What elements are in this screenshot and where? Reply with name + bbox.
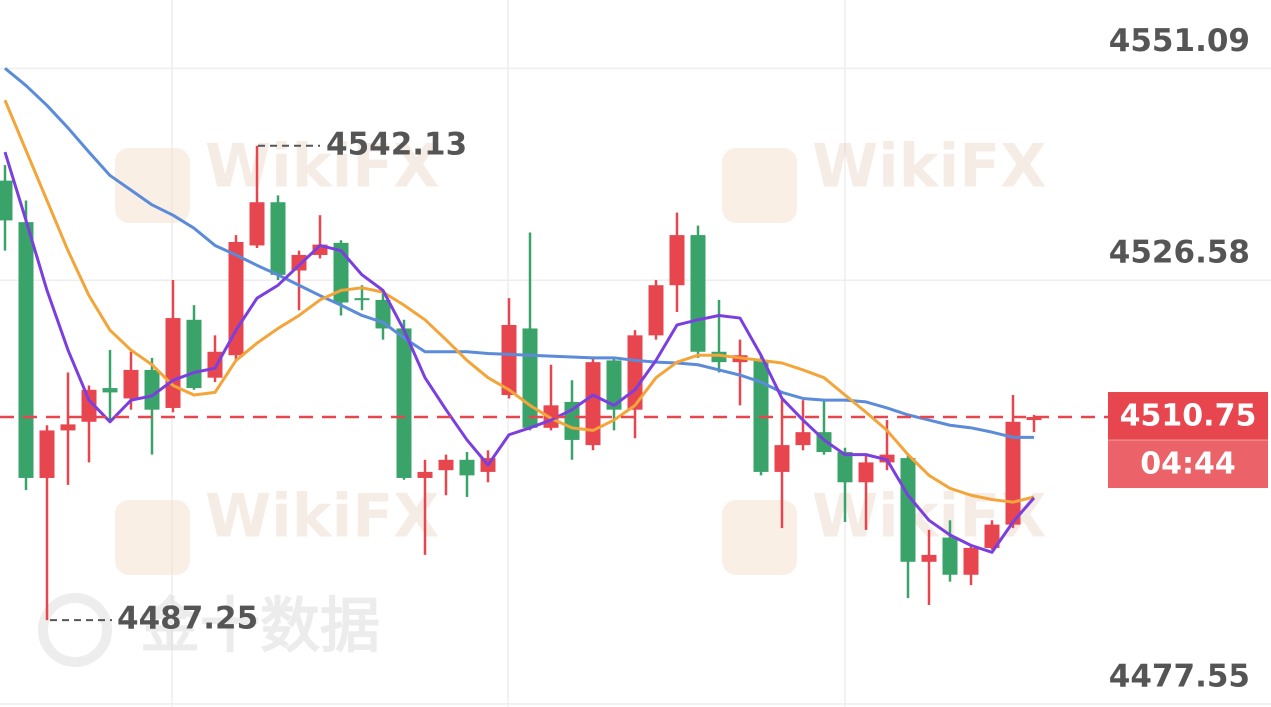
candle-body — [900, 458, 916, 562]
candle-body — [0, 180, 13, 221]
moving-average-line — [3, 99, 1035, 504]
candle-body — [207, 351, 223, 378]
low-label: 4487.25 — [117, 601, 258, 637]
high-label: 4542.13 — [326, 126, 467, 162]
watermark-group: WikiFX WikiFX WikiFX WikiFX 金十数据 — [38, 132, 1046, 667]
y-tick-label: 4526.58 — [1109, 235, 1250, 271]
candle-body — [354, 298, 370, 301]
candle-body — [165, 318, 181, 408]
candle-body — [39, 430, 55, 478]
candle-body — [249, 202, 265, 246]
watermark: WikiFX — [205, 482, 439, 552]
candle-body — [522, 328, 538, 428]
candle-body — [984, 524, 1000, 548]
candle-body — [144, 369, 160, 410]
candle-body — [438, 459, 454, 471]
candle-body — [795, 432, 811, 446]
candle-body — [858, 462, 874, 483]
candle-body — [711, 351, 727, 363]
y-tick-label: 4477.55 — [1109, 658, 1250, 694]
candle-body — [417, 471, 433, 478]
candle-body — [774, 445, 790, 472]
candle-body — [648, 285, 664, 336]
candle-body — [459, 459, 475, 476]
candle-body — [501, 324, 517, 395]
countdown-label: 04:44 — [1140, 447, 1236, 482]
moving-average-line — [4, 67, 1034, 439]
candle-body — [606, 360, 622, 410]
moving-average-line — [3, 151, 1036, 554]
candle-body — [333, 242, 349, 303]
candle-body — [690, 235, 706, 352]
candle-body — [585, 362, 601, 446]
candle-body — [81, 389, 97, 422]
candle-body — [312, 244, 328, 255]
watermark: WikiFX — [812, 132, 1046, 202]
watermark: WikiFX — [205, 132, 439, 202]
watermark-logo — [115, 500, 190, 575]
last-price-label: 4510.75 — [1120, 399, 1257, 434]
last-price-box — [1108, 392, 1268, 441]
candle-body — [270, 202, 286, 275]
watermark-logo — [38, 593, 112, 667]
candle-body — [102, 388, 118, 393]
candle-body — [942, 537, 958, 575]
candle-body — [291, 254, 307, 271]
candle-body — [1005, 421, 1021, 525]
countdown-box — [1108, 440, 1268, 489]
candle-body — [396, 328, 412, 478]
y-tick-label: 4551.09 — [1109, 23, 1250, 59]
candle-body — [60, 424, 76, 431]
candle-body — [669, 235, 685, 286]
watermark-logo — [722, 500, 797, 575]
candle-body — [1026, 417, 1042, 421]
candle-body — [186, 319, 202, 389]
candle-body — [123, 369, 139, 399]
candle-body — [963, 547, 979, 575]
watermark: 金十数据 — [140, 592, 380, 662]
candle-body — [921, 554, 937, 562]
watermark-logo — [115, 148, 190, 223]
candle-body — [18, 222, 34, 478]
candle-body — [837, 452, 853, 483]
watermark-logo — [722, 148, 797, 223]
